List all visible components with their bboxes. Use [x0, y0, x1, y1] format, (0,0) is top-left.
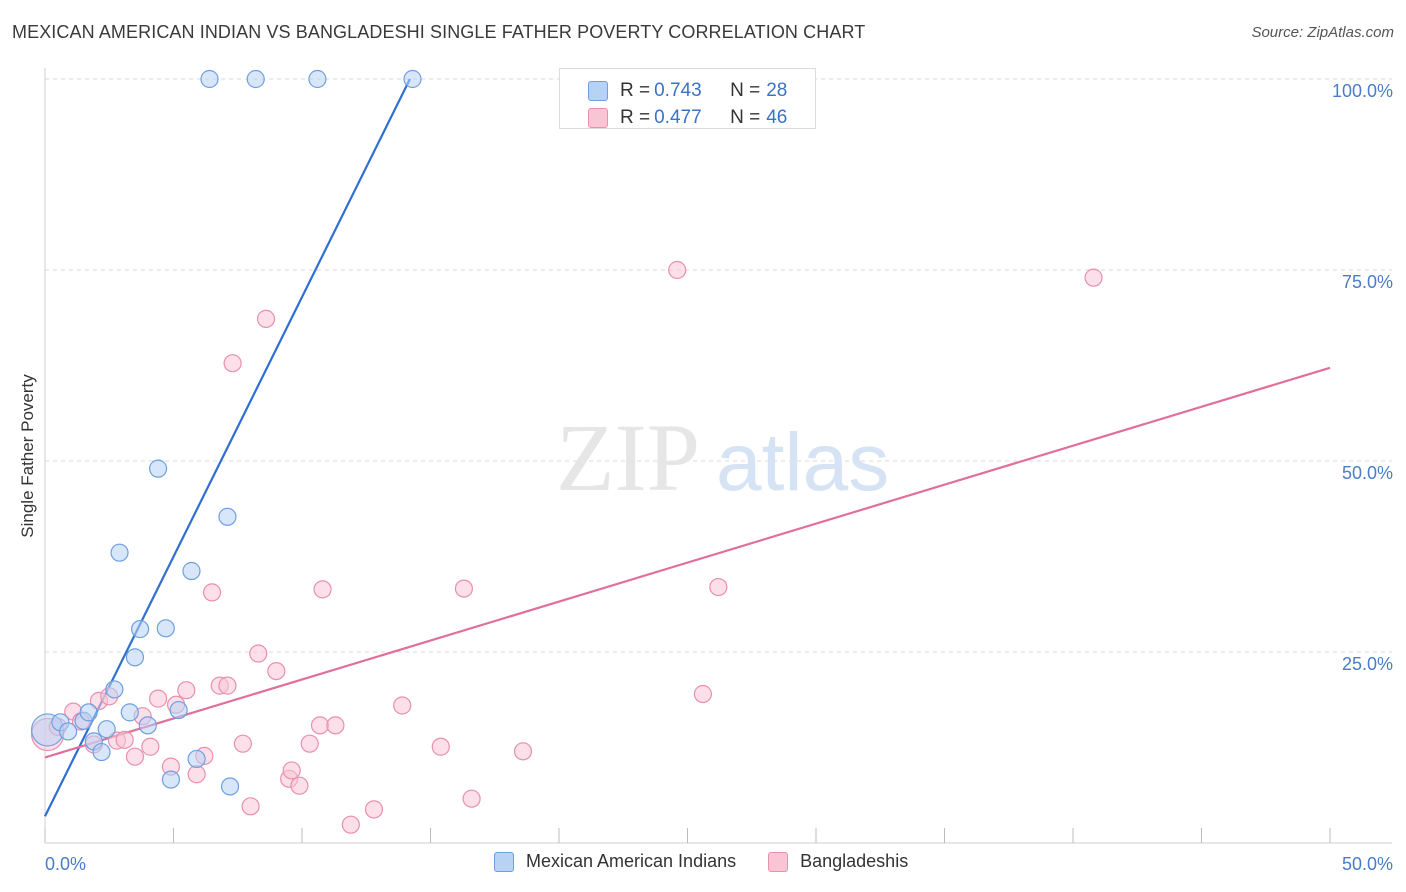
data-point-pink	[310, 716, 330, 735]
data-point-blue	[218, 507, 237, 526]
data-point-blue	[79, 703, 98, 722]
legend-label: Mexican American Indians	[526, 851, 737, 871]
gridlines	[45, 78, 1392, 653]
data-point-pink	[393, 696, 412, 715]
stats-legend: R = 0.743 N = 28 R = 0.477 N = 46	[559, 68, 816, 129]
stats-row-bangladeshis: R = 0.477 N = 46	[588, 105, 787, 131]
data-point-pink	[454, 579, 474, 598]
tick-labels: 25.0% 50.0% 75.0% 100.0% 0.0% 50.0%	[45, 81, 1393, 874]
n-label: N =	[730, 107, 761, 128]
x-tick-label: 0.0%	[45, 854, 86, 874]
data-point-blue	[105, 680, 124, 699]
data-point-blue	[200, 69, 219, 89]
data-point-pink	[282, 761, 301, 780]
swatch-pink	[588, 108, 608, 128]
r-value: 0.743	[654, 80, 702, 101]
data-point-blue	[156, 619, 175, 638]
swatch-blue	[588, 81, 608, 101]
data-point-blue	[130, 619, 150, 639]
watermark-zip: ZIP	[556, 404, 700, 511]
y-tick-label: 25.0%	[1342, 654, 1393, 674]
legend-item-bangladeshis[interactable]: Bangladeshis	[768, 851, 908, 872]
y-tick-label: 75.0%	[1342, 272, 1393, 292]
data-point-blue	[110, 543, 129, 562]
data-point-blue	[246, 69, 265, 89]
r-value: 0.477	[654, 107, 702, 128]
data-point-pink	[256, 309, 276, 328]
watermark: ZIP atlas	[556, 404, 889, 511]
data-point-pink	[115, 730, 134, 749]
data-point-pink	[341, 815, 360, 834]
r-label: R =	[620, 107, 651, 128]
data-point-pink	[431, 737, 450, 756]
data-point-pink	[187, 765, 206, 784]
data-point-pink	[267, 661, 286, 681]
legend-item-mexican-american-indians[interactable]: Mexican American Indians	[494, 851, 736, 872]
data-point-pink	[668, 260, 687, 280]
chart-title: MEXICAN AMERICAN INDIAN VS BANGLADESHI S…	[12, 22, 866, 42]
data-point-pink	[233, 734, 252, 753]
data-point-pink	[249, 644, 268, 663]
trend-line-pink	[44, 366, 1331, 759]
data-point-blue	[97, 720, 116, 739]
y-tick-label: 50.0%	[1342, 463, 1393, 483]
data-point-pink	[141, 737, 160, 756]
legend-label: Bangladeshis	[800, 851, 909, 871]
data-point-pink	[709, 577, 728, 597]
data-point-blue	[169, 700, 188, 720]
data-point-pink	[1084, 268, 1103, 287]
swatch-blue	[494, 851, 514, 872]
data-point-pink	[364, 800, 384, 819]
data-point-pink	[462, 789, 481, 808]
data-point-pink	[223, 354, 242, 373]
data-point-pink	[326, 716, 345, 735]
data-point-blue	[308, 69, 327, 89]
data-point-pink	[300, 734, 319, 753]
data-point-blue	[92, 742, 111, 762]
data-point-pink	[313, 580, 332, 599]
data-point-blue	[220, 777, 240, 796]
data-point-pink	[290, 776, 309, 795]
watermark-atlas: atlas	[716, 417, 889, 508]
y-tick-label: 100.0%	[1332, 81, 1393, 101]
y-axis-label: Single Father Poverty	[18, 374, 37, 538]
data-point-pink	[693, 684, 713, 704]
data-point-blue	[161, 770, 181, 789]
data-point-pink	[125, 747, 145, 766]
data-point-pink	[218, 676, 237, 695]
data-point-pink	[513, 742, 533, 761]
stats-row-mexican-american-indians: R = 0.743 N = 28	[588, 78, 787, 104]
data-point-blue	[59, 722, 78, 741]
data-point-blue	[403, 69, 422, 89]
data-point-blue	[148, 459, 168, 478]
data-point-pink	[202, 583, 222, 602]
data-point-pink	[241, 797, 260, 816]
data-point-pink	[177, 681, 196, 700]
source-label: Source: ZipAtlas.com	[1251, 24, 1394, 41]
n-value: 28	[766, 80, 788, 101]
data-point-blue	[138, 716, 157, 735]
n-label: N =	[730, 80, 761, 101]
data-points	[30, 69, 1103, 834]
r-label: R =	[620, 80, 651, 101]
x-tick-label: 50.0%	[1342, 854, 1393, 874]
series-legend: Mexican American Indians Bangladeshis	[494, 851, 940, 872]
data-point-blue	[182, 561, 201, 581]
data-point-blue	[125, 648, 145, 667]
swatch-pink	[768, 851, 789, 872]
data-point-blue	[187, 749, 206, 769]
data-point-pink	[148, 689, 168, 708]
data-point-blue	[120, 703, 139, 722]
n-value: 46	[766, 107, 788, 128]
